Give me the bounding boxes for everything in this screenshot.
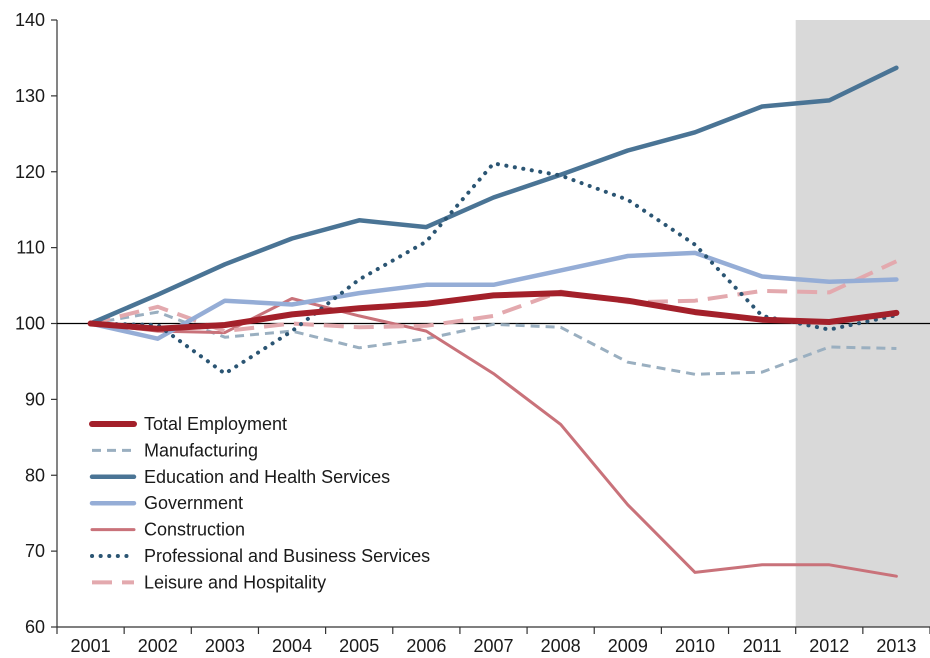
y-tick-label: 140: [15, 10, 45, 30]
series-line-construction: [89, 297, 898, 578]
series-line-education-and-health-services: [88, 65, 899, 326]
y-tick-label: 120: [15, 162, 45, 182]
legend-label-government: Government: [144, 493, 243, 513]
y-tick-label: 80: [25, 465, 45, 485]
series-line-manufacturing: [90, 310, 897, 376]
y-tick-label: 90: [25, 389, 45, 409]
legend: Total Employment Manufacturing Education a…: [89, 414, 430, 592]
series-line-government: [88, 250, 899, 341]
y-tick-label: 70: [25, 541, 45, 561]
x-tick-label: 2006: [406, 636, 446, 656]
x-tick-label: 2012: [809, 636, 849, 656]
x-tick-label: 2013: [876, 636, 916, 656]
x-tick-label: 2009: [608, 636, 648, 656]
x-tick-label: 2005: [339, 636, 379, 656]
x-tick-label: 2008: [541, 636, 581, 656]
legend-label-professional-and-business-services: Professional and Business Services: [144, 546, 430, 566]
x-tick-label: 2010: [675, 636, 715, 656]
y-tick-label: 110: [16, 238, 45, 258]
y-tick-label: 100: [15, 314, 45, 334]
y-tick-label: 130: [15, 86, 45, 106]
x-tick-label: 2007: [473, 636, 513, 656]
series-line-total-employment: [87, 290, 900, 332]
legend-label-construction: Construction: [144, 520, 245, 540]
legend-label-leisure-and-hospitality: Leisure and Hospitality: [144, 572, 326, 592]
series-layer: [87, 65, 900, 578]
axes-layer: 60 70 80 90 100 110 120 130 140 2001 2002 2003 2004 2…: [15, 10, 930, 656]
x-tick-label: 2003: [205, 636, 245, 656]
legend-label-education-and-health-services: Education and Health Services: [144, 467, 390, 487]
x-tick-label: 2004: [272, 636, 312, 656]
x-tick-label: 2002: [138, 636, 178, 656]
x-tick-label: 2001: [71, 636, 111, 656]
x-tick-label: 2011: [743, 636, 782, 656]
legend-label-manufacturing: Manufacturing: [144, 440, 258, 460]
y-tick-label: 60: [25, 617, 45, 637]
legend-label-total-employment: Total Employment: [144, 414, 287, 434]
